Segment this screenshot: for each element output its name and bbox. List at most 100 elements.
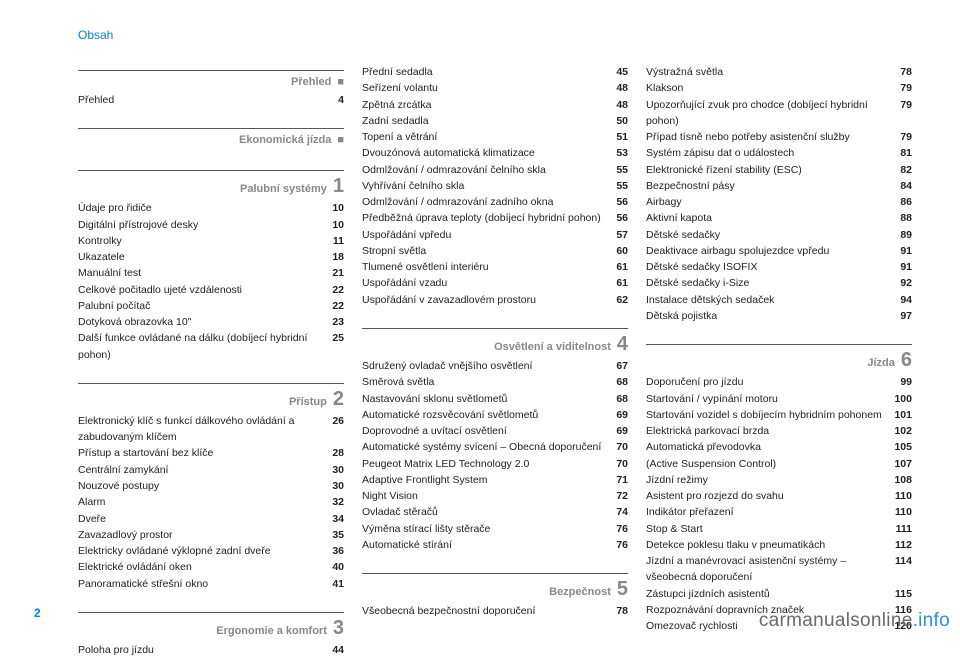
toc-page: 50 [616, 113, 628, 129]
toc-page: 30 [332, 462, 344, 478]
toc-row: Aktivní kapota88 [646, 210, 912, 226]
toc-row: Automatická převodovka105 [646, 439, 912, 455]
toc-label: Nouzové postupy [78, 478, 332, 494]
toc-row: Klakson79 [646, 80, 912, 96]
toc-label: Další funkce ovládané na dálku (dobíjecí… [78, 330, 332, 363]
toc-label: Zpětná zrcátka [362, 97, 616, 113]
toc-page: 100 [894, 391, 912, 407]
toc-row: Zástupci jízdních asistentů115 [646, 586, 912, 602]
chapter-title: Ekonomická jízda [239, 134, 331, 146]
toc-label: Výstražná světla [646, 64, 900, 80]
toc-row: Přední sedadla45 [362, 64, 628, 80]
toc-page: 30 [332, 478, 344, 494]
spacer [78, 108, 344, 122]
toc-label: Doprovodné a uvítací osvětlení [362, 423, 616, 439]
toc-label: Celkové počitadlo ujeté vzdálenosti [78, 282, 332, 298]
chapter-header: Ekonomická jízda■ [78, 128, 344, 146]
toc-page: 48 [616, 80, 628, 96]
toc-page: 55 [616, 162, 628, 178]
toc-page: 76 [616, 521, 628, 537]
toc-row: Uspořádání vzadu61 [362, 275, 628, 291]
toc-page: 18 [332, 249, 344, 265]
toc-label: Ovladač stěračů [362, 504, 616, 520]
toc-page: 82 [900, 162, 912, 178]
toc-page: 88 [900, 210, 912, 226]
toc-row: Dětské sedačky i-Size92 [646, 275, 912, 291]
toc-label: Automatické systémy svícení – Obecná dop… [362, 439, 616, 455]
toc-label: Vyhřívání čelního skla [362, 178, 616, 194]
toc-row: Automatické stírání76 [362, 537, 628, 553]
toc-page: 56 [616, 210, 628, 226]
toc-page: 81 [900, 145, 912, 161]
toc-page: 74 [616, 504, 628, 520]
toc-page: 62 [616, 292, 628, 308]
toc-label: Ukazatele [78, 249, 332, 265]
chapter-number: 1 [333, 176, 344, 196]
toc-row: Elektricky ovládané výklopné zadní dveře… [78, 543, 344, 559]
toc-page: 94 [900, 292, 912, 308]
toc-label: Panoramatické střešní okno [78, 576, 332, 592]
spacer [646, 324, 912, 338]
toc-label: Elektricky ovládané výklopné zadní dveře [78, 543, 332, 559]
toc-page: 70 [616, 439, 628, 455]
toc-label: Nastavování sklonu světlometů [362, 391, 616, 407]
toc-row: Centrální zamykání30 [78, 462, 344, 478]
toc-label: Dvouzónová automatická klimatizace [362, 145, 616, 161]
toc-page: 56 [616, 194, 628, 210]
spacer [78, 592, 344, 606]
toc-page: 114 [895, 553, 912, 569]
toc-label: Dětské sedačky i-Size [646, 275, 900, 291]
toc-label: Automatická převodovka [646, 439, 894, 455]
toc-label: Asistent pro rozjezd do svahu [646, 488, 895, 504]
chapter-title: Přehled [291, 76, 331, 88]
toc-label: Elektrické ovládání oken [78, 559, 332, 575]
toc-page: 101 [894, 407, 912, 423]
toc-label: Zadní sedadla [362, 113, 616, 129]
toc-label: Dětská pojistka [646, 308, 900, 324]
chapter-header: Osvětlení a viditelnost 4 [362, 328, 628, 354]
toc-page: 35 [332, 527, 344, 543]
toc-row: Indikátor přeřazení110 [646, 504, 912, 520]
toc-page: 45 [616, 64, 628, 80]
toc-row: Startování vozidel s dobíjecím hybridním… [646, 407, 912, 423]
toc-row: Výměna stírací lišty stěrače76 [362, 521, 628, 537]
chapter-number: 4 [617, 334, 628, 354]
toc-row: Předběžná úprava teploty (dobíjecí hybri… [362, 210, 628, 226]
toc-row: Elektronický klíč s funkcí dálkového ovl… [78, 413, 344, 446]
toc-column: Přehled■Přehled4Ekonomická jízda■Palubní… [78, 64, 344, 658]
toc-row: Digitální přístrojové desky10 [78, 217, 344, 233]
toc-label: Dětské sedačky ISOFIX [646, 259, 900, 275]
toc-row: Zavazadlový prostor35 [78, 527, 344, 543]
toc-row: Deaktivace airbagu spolujezdce vpředu91 [646, 243, 912, 259]
page-number: 2 [34, 606, 41, 620]
toc-page: 21 [332, 265, 344, 281]
toc-label: Startování / vypínání motoru [646, 391, 894, 407]
toc-label: Bezpečnostní pásy [646, 178, 900, 194]
toc-row: Topení a větrání51 [362, 129, 628, 145]
toc-label: Uspořádání vpředu [362, 227, 616, 243]
toc-row: Palubní počítač22 [78, 298, 344, 314]
toc-label: Upozorňující zvuk pro chodce (dobíjecí h… [646, 97, 900, 130]
toc-page: 69 [616, 423, 628, 439]
toc-label: Sdružený ovladač vnějšího osvětlení [362, 358, 616, 374]
toc-label: (Active Suspension Control) [646, 456, 894, 472]
toc-row: Alarm32 [78, 494, 344, 510]
toc-page: 84 [900, 178, 912, 194]
toc-row: Dveře34 [78, 511, 344, 527]
toc-label: Zavazadlový prostor [78, 527, 332, 543]
toc-page: 68 [616, 391, 628, 407]
toc-page: 48 [616, 97, 628, 113]
chapter-header: Přehled■ [78, 70, 344, 88]
toc-row: Doporučení pro jízdu99 [646, 374, 912, 390]
toc-label: Night Vision [362, 488, 616, 504]
toc-row: Všeobecná bezpečnostní doporučení78 [362, 603, 628, 619]
chapter-title: Osvětlení a viditelnost [494, 341, 611, 353]
toc-label: Přední sedadla [362, 64, 616, 80]
toc-page: 68 [616, 374, 628, 390]
toc-row: Elektronické řízení stability (ESC)82 [646, 162, 912, 178]
toc-label: Přístup a startování bez klíče [78, 445, 332, 461]
toc-label: Stropní světla [362, 243, 616, 259]
chapter-title: Přístup [289, 396, 327, 408]
toc-row: Další funkce ovládané na dálku (dobíjecí… [78, 330, 344, 363]
toc-page: 112 [895, 537, 912, 553]
